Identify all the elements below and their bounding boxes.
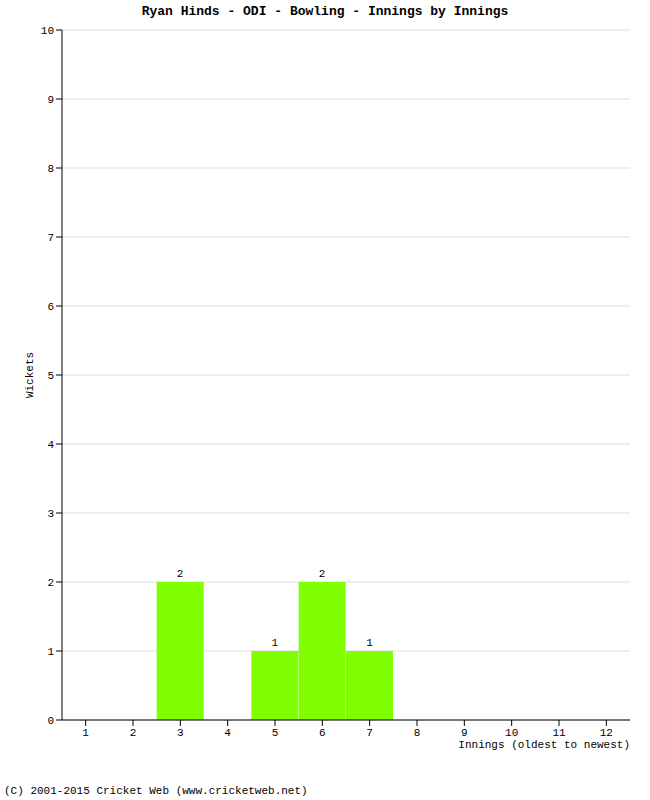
svg-text:2: 2 xyxy=(319,568,326,580)
svg-text:3: 3 xyxy=(177,727,184,739)
svg-text:7: 7 xyxy=(366,727,373,739)
html-text:(C) 2001-2015 Cricket Web (www: (C) 2001-2015 Cricket Web (www.cricketwe… xyxy=(4,785,308,797)
svg-text:3: 3 xyxy=(47,508,54,520)
html-text:Ryan Hinds - ODI - Bowling - I: Ryan Hinds - ODI - Bowling - Innings by … xyxy=(141,4,509,19)
svg-text:11: 11 xyxy=(552,727,566,739)
svg-text:5: 5 xyxy=(272,727,279,739)
svg-text:5: 5 xyxy=(47,370,54,382)
html-text:Innings (oldest to newest): Innings (oldest to newest) xyxy=(458,739,630,751)
svg-text:2: 2 xyxy=(47,577,54,589)
svg-text:6: 6 xyxy=(319,727,326,739)
svg-text:1: 1 xyxy=(47,646,54,658)
svg-text:10: 10 xyxy=(41,25,54,37)
svg-text:2: 2 xyxy=(177,568,184,580)
svg-text:9: 9 xyxy=(47,94,54,106)
svg-text:6: 6 xyxy=(47,301,54,313)
svg-text:7: 7 xyxy=(47,232,54,244)
svg-text:9: 9 xyxy=(461,727,468,739)
svg-text:1: 1 xyxy=(272,637,279,649)
svg-text:8: 8 xyxy=(414,727,421,739)
svg-text:12: 12 xyxy=(600,727,613,739)
svg-text:1: 1 xyxy=(82,727,89,739)
svg-text:1: 1 xyxy=(366,637,373,649)
svg-text:8: 8 xyxy=(47,163,54,175)
svg-text:2: 2 xyxy=(130,727,137,739)
svg-text:10: 10 xyxy=(505,727,518,739)
svg-text:0: 0 xyxy=(47,715,54,727)
html-text:Wickets: Wickets xyxy=(24,351,36,399)
svg-text:4: 4 xyxy=(47,439,54,451)
svg-text:4: 4 xyxy=(224,727,231,739)
